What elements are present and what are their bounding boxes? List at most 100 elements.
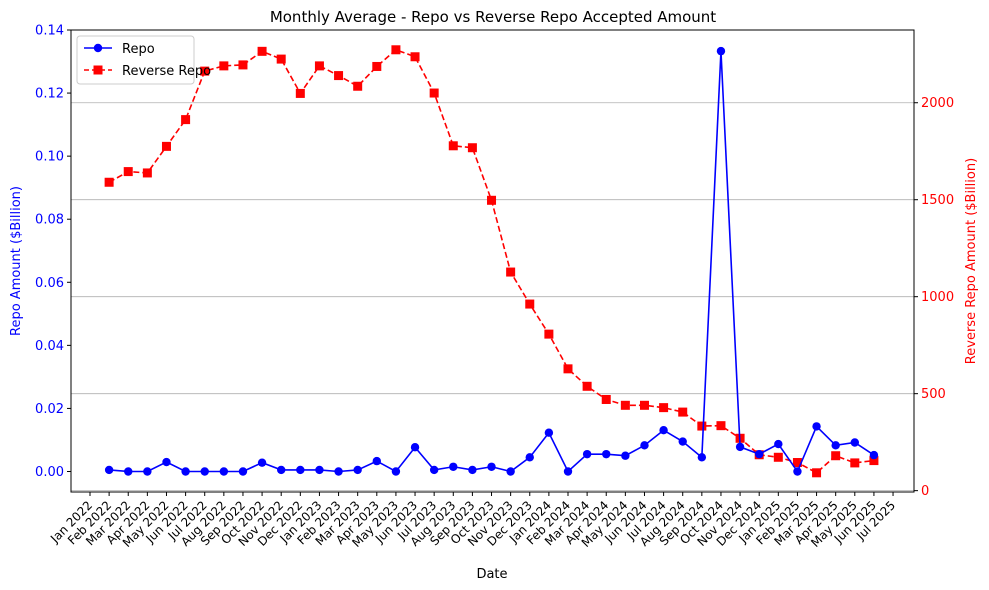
left-tick-label: 0.12 [35, 87, 64, 102]
repo-point [487, 462, 496, 471]
chart-title: Monthly Average - Repo vs Reverse Repo A… [270, 8, 716, 26]
reverse-repo-point [525, 299, 535, 309]
left-tick-label: 0.14 [35, 24, 64, 39]
right-axis-label: Reverse Repo Amount ($Billion) [964, 158, 979, 364]
repo-point [869, 450, 879, 460]
reverse-repo-point [697, 421, 707, 431]
repo-point [506, 467, 515, 476]
reverse-repo-point [200, 66, 210, 76]
legend-repo-marker [93, 43, 103, 53]
left-tick-label: 0.02 [35, 402, 64, 417]
reverse-repo-point [639, 400, 649, 410]
reverse-repo-point [104, 177, 114, 187]
left-tick-label: 0.10 [35, 150, 64, 165]
reverse-repo-point [181, 115, 191, 125]
reverse-repo-point [487, 195, 497, 205]
repo-point [544, 428, 554, 437]
left-tick-label: 0.04 [35, 339, 64, 354]
repo-point [716, 46, 726, 56]
grid-layer [71, 102, 914, 492]
reverse-repo-point [123, 167, 133, 177]
reverse-repo-point [563, 364, 573, 374]
reverse-repo-point [257, 46, 267, 56]
repo-point [200, 467, 209, 476]
reverse-repo-point [161, 141, 171, 151]
reverse-repo-point [620, 400, 630, 410]
reverse-repo-point [601, 394, 611, 404]
left-axis-label: Repo Amount ($Billion) [9, 186, 24, 336]
repo-point [468, 465, 477, 475]
repo-point [391, 467, 401, 476]
legend-reverse-repo-marker [93, 65, 103, 75]
right-axis: 0 500 1000 1500 2000 [914, 96, 954, 499]
reverse-repo-point [544, 329, 554, 339]
repo-point [219, 467, 229, 476]
reverse-repo-point [831, 451, 841, 461]
legend: Repo Reverse Repo [76, 35, 211, 85]
repo-point [640, 441, 649, 450]
repo-point [793, 467, 802, 476]
repo-point [429, 465, 439, 475]
reverse-repo-point [295, 88, 305, 98]
reverse-repo-point [812, 468, 822, 478]
reverse-repo-point [792, 458, 802, 468]
reverse-repo-point [372, 61, 382, 71]
repo-point [602, 449, 611, 459]
repo-point [124, 467, 133, 476]
repo-point [372, 456, 381, 466]
repo-point [735, 442, 745, 452]
repo-point [353, 465, 362, 475]
reverse-repo-point [850, 458, 860, 468]
series-layer [104, 45, 879, 478]
repo-point [678, 437, 687, 446]
repo-point [582, 449, 592, 459]
reverse-repo-point [716, 421, 726, 431]
reverse-repo-point [391, 45, 401, 55]
repo-point [659, 425, 668, 435]
reverse-repo-point [219, 61, 229, 71]
repo-point [621, 451, 630, 460]
reverse-repo-point [314, 61, 324, 71]
repo-point [296, 465, 305, 475]
repo-point [104, 465, 114, 475]
reverse-repo-point [773, 452, 783, 462]
left-tick-label: 0.08 [35, 213, 64, 228]
reverse-repo-point [276, 54, 286, 64]
legend-repo-label: Repo [122, 42, 155, 57]
repo-point [774, 439, 783, 449]
repo-point [697, 453, 707, 462]
reverse-repo-point [659, 403, 669, 413]
repo-point [755, 449, 764, 459]
reverse-repo-point [582, 381, 592, 391]
right-tick-label: 1500 [921, 193, 954, 208]
left-tick-label: 0.06 [35, 276, 64, 291]
repo-point [315, 465, 324, 475]
right-tick-label: 2000 [921, 96, 954, 111]
reverse-repo-point [869, 456, 879, 466]
repo-point [181, 467, 190, 476]
repo-point [143, 467, 152, 476]
repo-point [238, 467, 248, 476]
repo-point [410, 443, 420, 452]
reverse-repo-point [353, 81, 363, 91]
reverse-repo-point [334, 71, 344, 81]
reverse-repo-point [506, 267, 516, 277]
repo-point [162, 457, 171, 467]
repo-point [831, 441, 840, 450]
repo-point [449, 462, 458, 471]
x-axis-label: Date [476, 567, 507, 582]
right-tick-label: 500 [921, 387, 946, 402]
right-tick-label: 1000 [921, 290, 954, 305]
reverse-repo-point [467, 143, 477, 153]
reverse-repo-point [678, 407, 688, 417]
reverse-repo-point [142, 168, 152, 178]
repo-point [257, 458, 267, 467]
repo-point [563, 467, 573, 476]
repo-point [812, 422, 821, 431]
reverse-repo-point [410, 52, 420, 62]
left-axis: 0.00 0.02 0.04 0.06 0.08 0.10 0.12 0.14 [35, 24, 71, 480]
repo-point [525, 453, 534, 462]
